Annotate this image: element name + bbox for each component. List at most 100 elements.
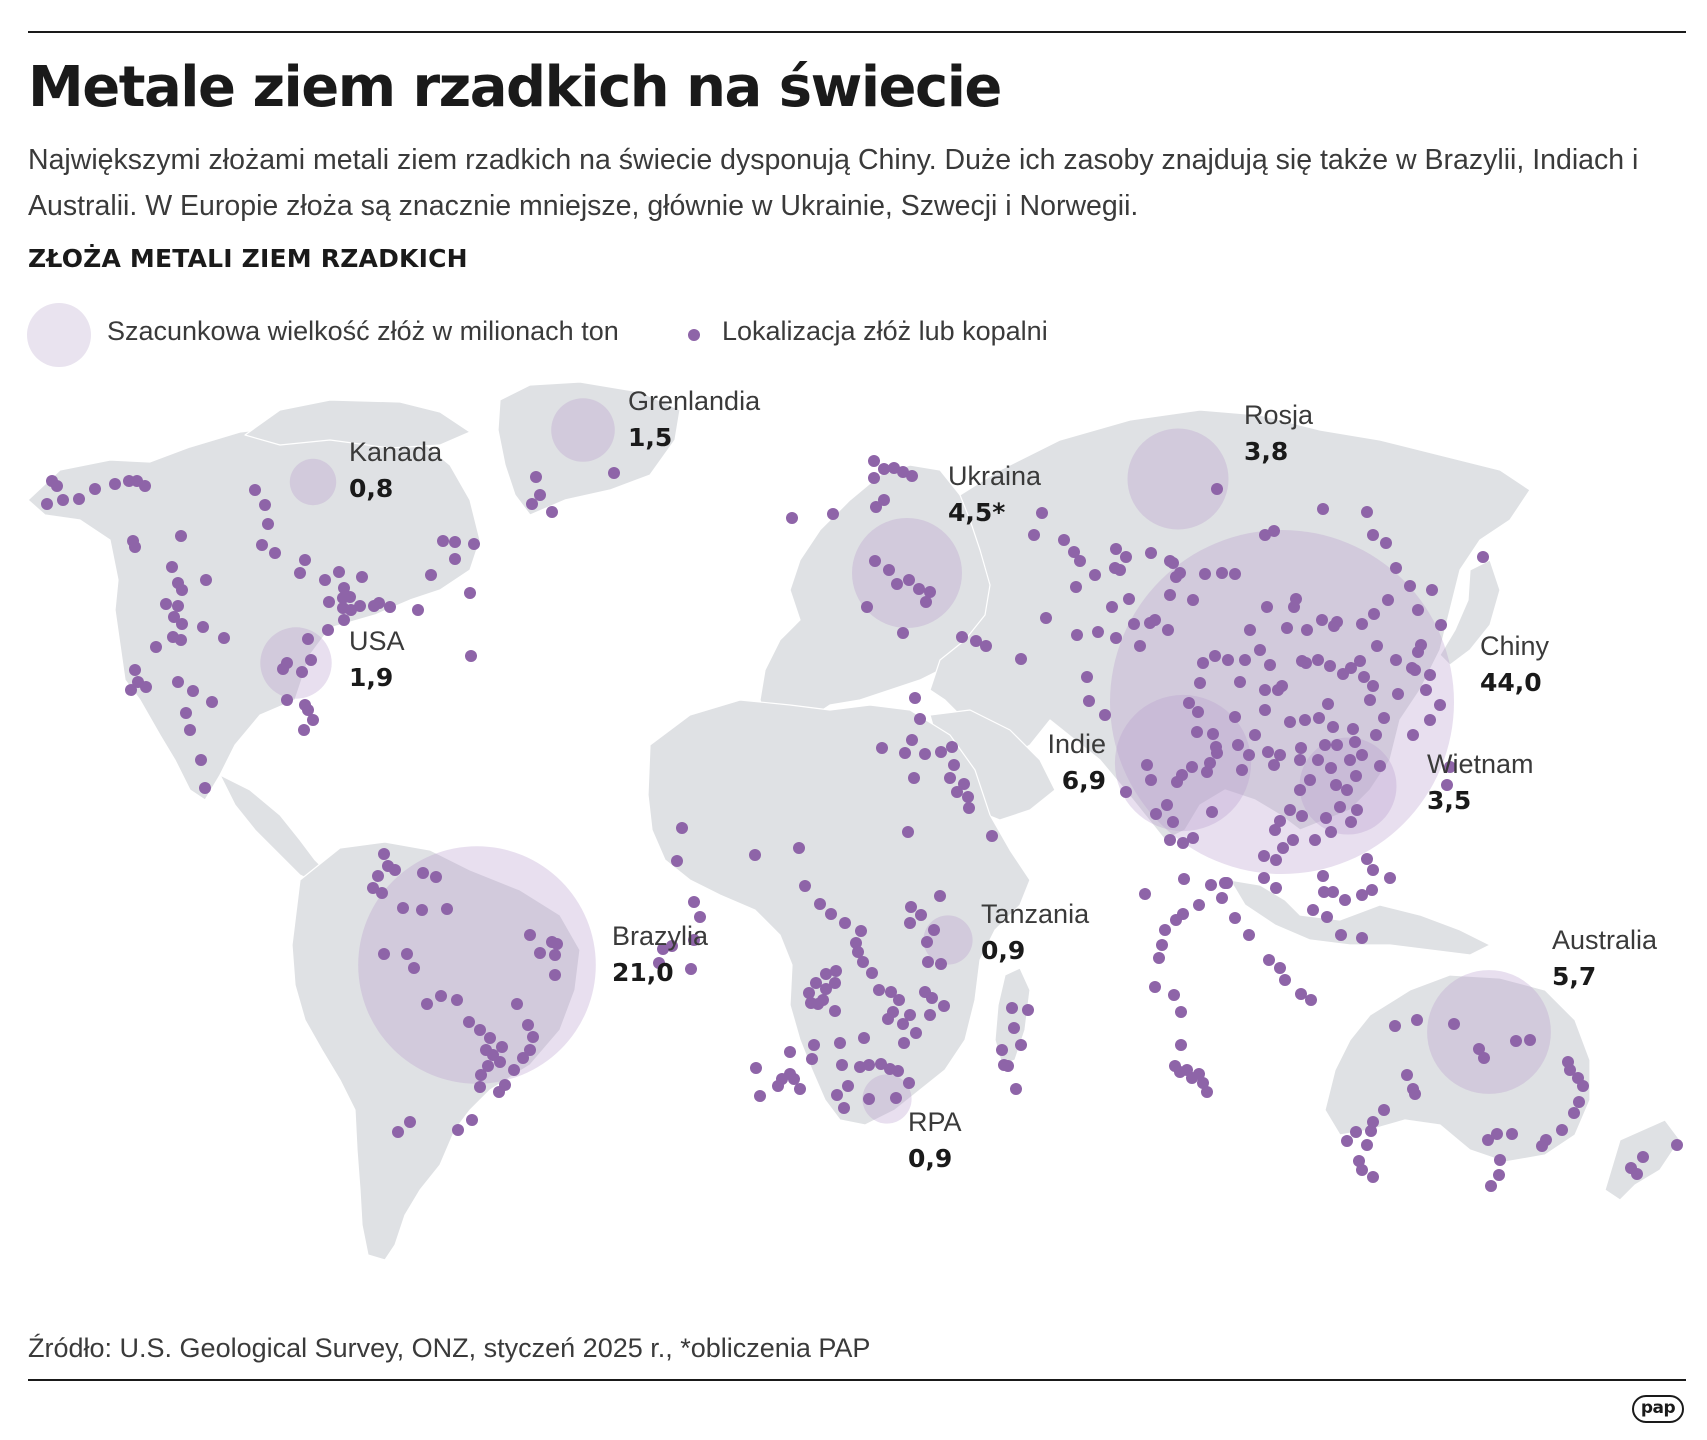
bubble-ukraina	[852, 518, 962, 628]
deposit-dot	[1168, 989, 1180, 1001]
legend-dot-icon	[688, 329, 700, 341]
deposit-dot	[1186, 761, 1198, 773]
deposit-dot	[910, 1027, 922, 1039]
deposit-dot	[378, 948, 390, 960]
deposit-dot	[897, 1018, 909, 1030]
deposit-dot	[1290, 593, 1302, 605]
deposit-dot	[1556, 1124, 1568, 1136]
legend-bubble-icon	[27, 303, 91, 367]
deposit-dot	[1318, 886, 1330, 898]
deposit-dot	[408, 962, 420, 974]
deposit-dot	[653, 957, 665, 969]
deposit-dot	[180, 707, 192, 719]
label-value-rpa: 0,9	[908, 1144, 952, 1173]
deposit-dot	[323, 596, 335, 608]
bubble-grenlandia	[551, 398, 615, 462]
deposit-dot	[1036, 507, 1048, 519]
deposit-dot	[392, 1126, 404, 1138]
deposit-dot	[397, 902, 409, 914]
deposit-dot	[885, 986, 897, 998]
deposit-dot	[1366, 884, 1378, 896]
deposit-dot	[430, 871, 442, 883]
deposit-dot	[1070, 581, 1082, 593]
deposit-dot	[373, 597, 385, 609]
deposit-dot	[1261, 601, 1273, 613]
deposit-dot	[928, 924, 940, 936]
deposit-dot	[920, 596, 932, 608]
deposit-dot	[417, 867, 429, 879]
deposit-dot	[1197, 657, 1209, 669]
deposit-dot	[499, 1079, 511, 1091]
deposit-dot	[1259, 704, 1271, 716]
deposit-dot	[1149, 981, 1161, 993]
deposit-dot	[902, 826, 914, 838]
deposit-dot	[389, 864, 401, 876]
deposit-dot	[356, 571, 368, 583]
deposit-dot	[1344, 754, 1356, 766]
labels-layer: Chiny 44,0 Brazylia 21,0 Indie 6,9 Australia 5,…	[349, 386, 1658, 1173]
deposit-dot	[1197, 1077, 1209, 1089]
label-value-kanada: 0,8	[349, 474, 393, 503]
deposit-dot	[475, 1069, 487, 1081]
deposit-dot	[372, 870, 384, 882]
deposit-dot	[262, 518, 274, 530]
deposit-dot	[296, 666, 308, 678]
deposit-dot	[1448, 1018, 1460, 1030]
deposit-dot	[1361, 1139, 1373, 1151]
deposit-dot	[1144, 617, 1156, 629]
deposit-dot	[195, 754, 207, 766]
deposit-dot	[1002, 1060, 1014, 1072]
deposit-dot	[904, 917, 916, 929]
deposit-dot	[294, 567, 306, 579]
deposit-dot	[906, 734, 918, 746]
deposit-dot	[452, 1124, 464, 1136]
deposit-dot	[1175, 1006, 1187, 1018]
deposit-dot	[1510, 1035, 1522, 1047]
deposit-dot	[891, 578, 903, 590]
deposit-dot	[919, 748, 931, 760]
deposit-dot	[1354, 655, 1366, 667]
deposit-dot	[1312, 754, 1324, 766]
label-name-indie: Indie	[1047, 729, 1106, 759]
deposit-dot	[256, 539, 268, 551]
deposit-dot	[1099, 709, 1111, 721]
deposit-dot	[1244, 624, 1256, 636]
deposit-dot	[908, 772, 920, 784]
deposit-dot	[1339, 894, 1351, 906]
deposit-dot	[899, 747, 911, 759]
label-name-kanada: Kanada	[349, 437, 443, 467]
deposit-dot	[494, 1056, 506, 1068]
deposit-dot	[854, 1061, 866, 1073]
deposit-dot	[935, 958, 947, 970]
deposit-dot	[922, 956, 934, 968]
deposit-dot	[1350, 770, 1362, 782]
deposit-dot	[1491, 1128, 1503, 1140]
deposit-dot	[1243, 929, 1255, 941]
deposit-dot	[1015, 1039, 1027, 1051]
deposit-dot	[803, 987, 815, 999]
deposit-dot	[793, 842, 805, 854]
deposit-dot	[468, 538, 480, 550]
deposit-dot	[1309, 834, 1321, 846]
deposit-dot	[1406, 662, 1418, 674]
deposit-dot	[109, 478, 121, 490]
deposit-dot	[1268, 525, 1280, 537]
deposit-dot	[1207, 728, 1219, 740]
deposit-dot	[924, 1009, 936, 1021]
deposit-dot	[1006, 1002, 1018, 1014]
label-value-rosja: 3,8	[1244, 437, 1288, 466]
deposit-dot	[893, 994, 905, 1006]
deposit-dot	[1106, 601, 1118, 613]
deposit-dot	[1524, 1034, 1536, 1046]
deposit-dot	[176, 618, 188, 630]
page-title: Metale ziem rzadkich na świecie	[28, 55, 1002, 120]
deposit-dot	[1268, 759, 1280, 771]
deposit-dot	[466, 1114, 478, 1126]
label-value-ukraina: 4,5*	[948, 498, 1005, 527]
deposit-dot	[1577, 1080, 1589, 1092]
bubbles-layer	[260, 398, 1551, 1124]
deposit-dot	[249, 484, 261, 496]
deposit-dot	[676, 822, 688, 834]
deposit-dot	[1274, 815, 1286, 827]
deposit-dot	[1015, 653, 1027, 665]
